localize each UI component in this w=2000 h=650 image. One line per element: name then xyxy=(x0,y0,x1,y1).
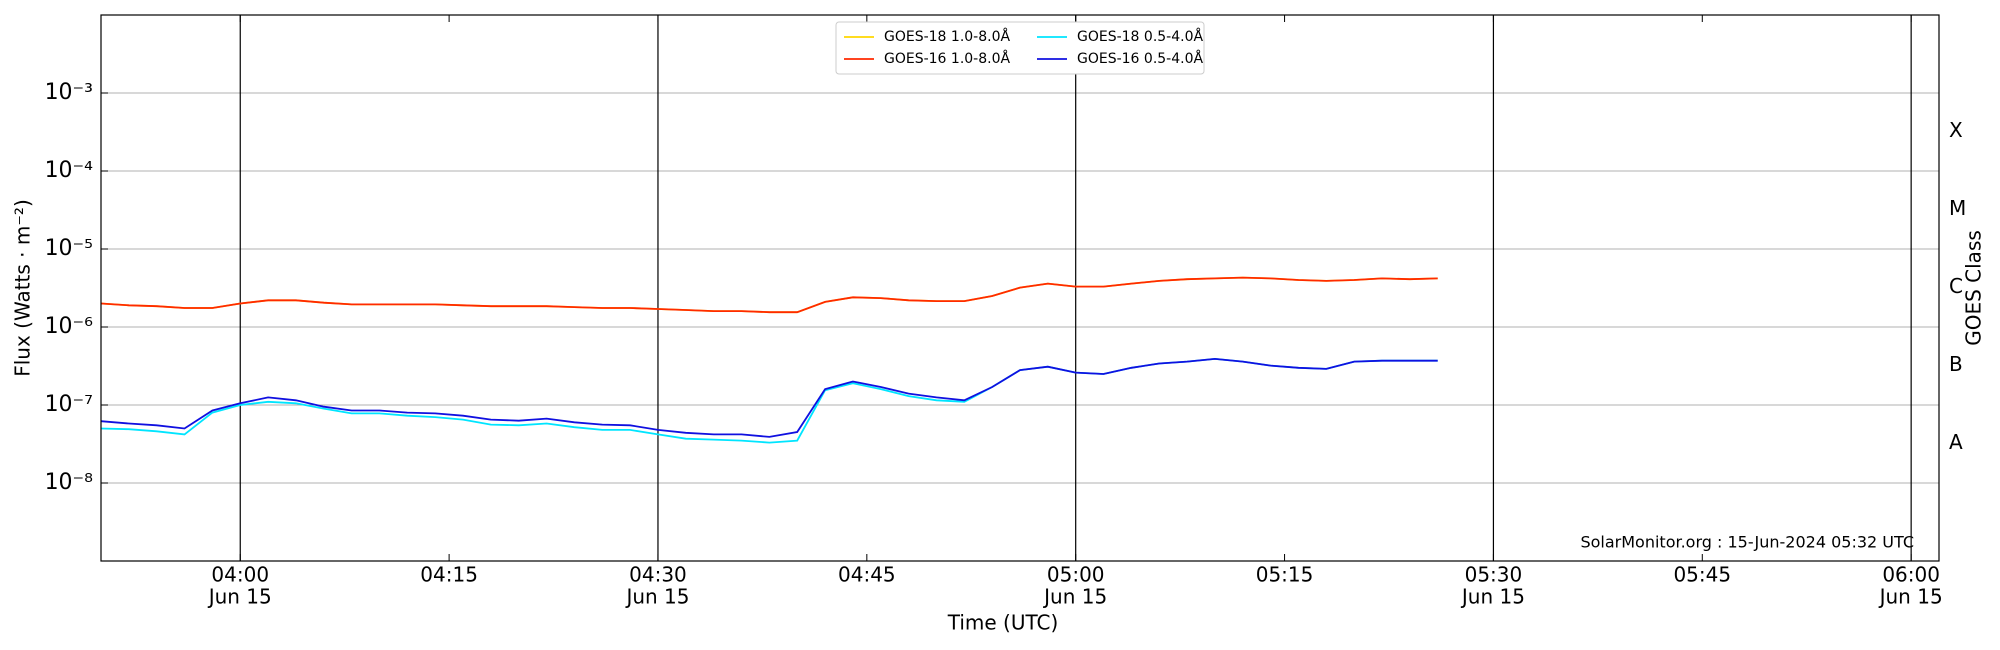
annotation: SolarMonitor.org : 15-Jun-2024 05:32 UTC xyxy=(1580,533,1914,552)
y-tick-label: 10⁻⁷ xyxy=(45,392,93,417)
series-line xyxy=(100,276,1438,314)
x-tick-label: 05:30 xyxy=(1465,563,1523,587)
class-label: C xyxy=(1949,274,1963,298)
class-label: X xyxy=(1949,118,1963,142)
class-label: M xyxy=(1949,196,1966,220)
x-axis-label: Time (UTC) xyxy=(947,611,1059,635)
x-tick-date: Jun 15 xyxy=(1460,585,1525,609)
y2-axis-label: GOES Class xyxy=(1962,230,1986,346)
y-tick-label: 10⁻⁵ xyxy=(45,236,93,261)
x-tick-label: 06:00 xyxy=(1882,563,1940,587)
y-axis-label: Flux (Watts · m⁻²) xyxy=(11,199,35,377)
legend-label: GOES-18 1.0-8.0Å xyxy=(884,28,1010,45)
series-line xyxy=(100,276,1438,314)
y-tick-label: 10⁻³ xyxy=(45,80,93,105)
legend-box xyxy=(835,21,1205,75)
x-tick-label: 04:00 xyxy=(211,563,269,587)
y-tick-label: 10⁻⁶ xyxy=(45,314,94,339)
x-tick-date: Jun 15 xyxy=(207,585,272,609)
class-label: A xyxy=(1949,430,1963,454)
plot-frame xyxy=(100,14,1940,562)
x-tick-label: 05:00 xyxy=(1047,563,1105,587)
series-line xyxy=(100,357,1438,438)
x-tick-label: 05:15 xyxy=(1256,563,1314,587)
x-tick-label: 04:15 xyxy=(420,563,478,587)
x-tick-label: 05:45 xyxy=(1673,563,1731,587)
x-tick-date: Jun 15 xyxy=(1878,585,1943,609)
y-tick-label: 10⁻⁴ xyxy=(45,158,94,183)
x-tick-date: Jun 15 xyxy=(1042,585,1107,609)
legend-label: GOES-16 0.5-4.0Å xyxy=(1077,50,1203,67)
x-tick-label: 04:45 xyxy=(838,563,896,587)
class-label: B xyxy=(1949,352,1963,376)
legend-label: GOES-18 0.5-4.0Å xyxy=(1077,28,1203,45)
x-tick-date: Jun 15 xyxy=(624,585,689,609)
legend-label: GOES-16 1.0-8.0Å xyxy=(884,50,1010,67)
legend: GOES-18 1.0-8.0Å GOES-16 1.0-8.0Å GOES-18 … xyxy=(835,21,1205,75)
x-tick-label: 04:30 xyxy=(629,563,687,587)
y-tick-label: 10⁻⁸ xyxy=(45,470,94,495)
